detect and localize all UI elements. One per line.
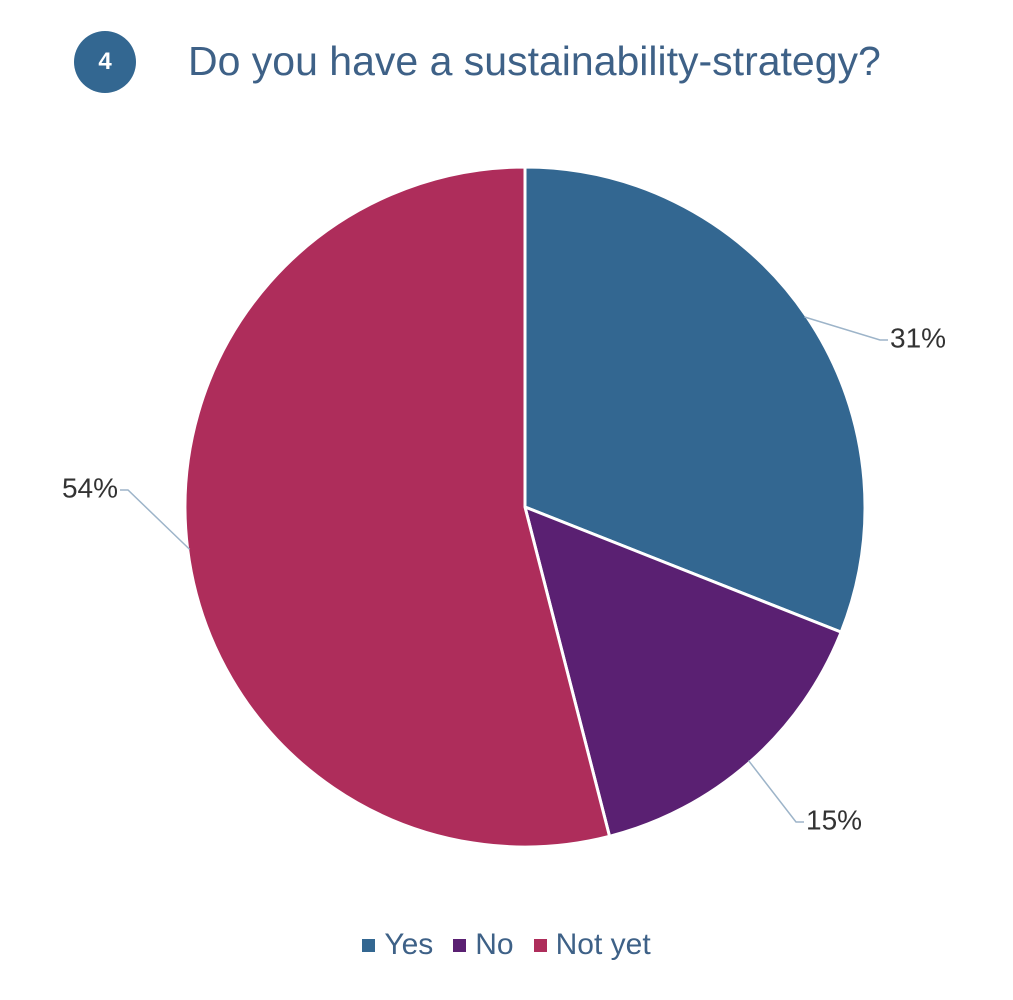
legend-label-no: No: [475, 928, 514, 961]
legend-swatch-yes: [362, 938, 376, 952]
leader-line-not-yet: [120, 489, 191, 550]
legend-item-yes: Yes: [362, 928, 433, 962]
leader-line-yes: [804, 316, 888, 341]
legend-label-yes: Yes: [384, 928, 434, 961]
question-number-badge: 4: [74, 31, 136, 93]
legend-item-no: No: [453, 928, 514, 962]
legend-swatch-no: [453, 938, 467, 952]
legend-swatch-not-yet: [533, 938, 547, 952]
legend-item-not-yet: Not yet: [533, 928, 651, 962]
pie-slice-not-yet: [183, 165, 612, 849]
leader-line-no: [747, 760, 804, 823]
chart-title: Do you have a sustainability-strategy?: [188, 38, 881, 84]
legend-label-not-yet: Not yet: [555, 928, 651, 961]
data-label-no: 15%: [806, 804, 862, 835]
data-label-not-yet: 54%: [62, 472, 118, 503]
pie-slice-yes: [523, 165, 867, 634]
question-number: 4: [98, 48, 112, 75]
data-label-yes: 31%: [890, 322, 946, 353]
chart-legend: Yes No Not yet: [0, 928, 1013, 962]
